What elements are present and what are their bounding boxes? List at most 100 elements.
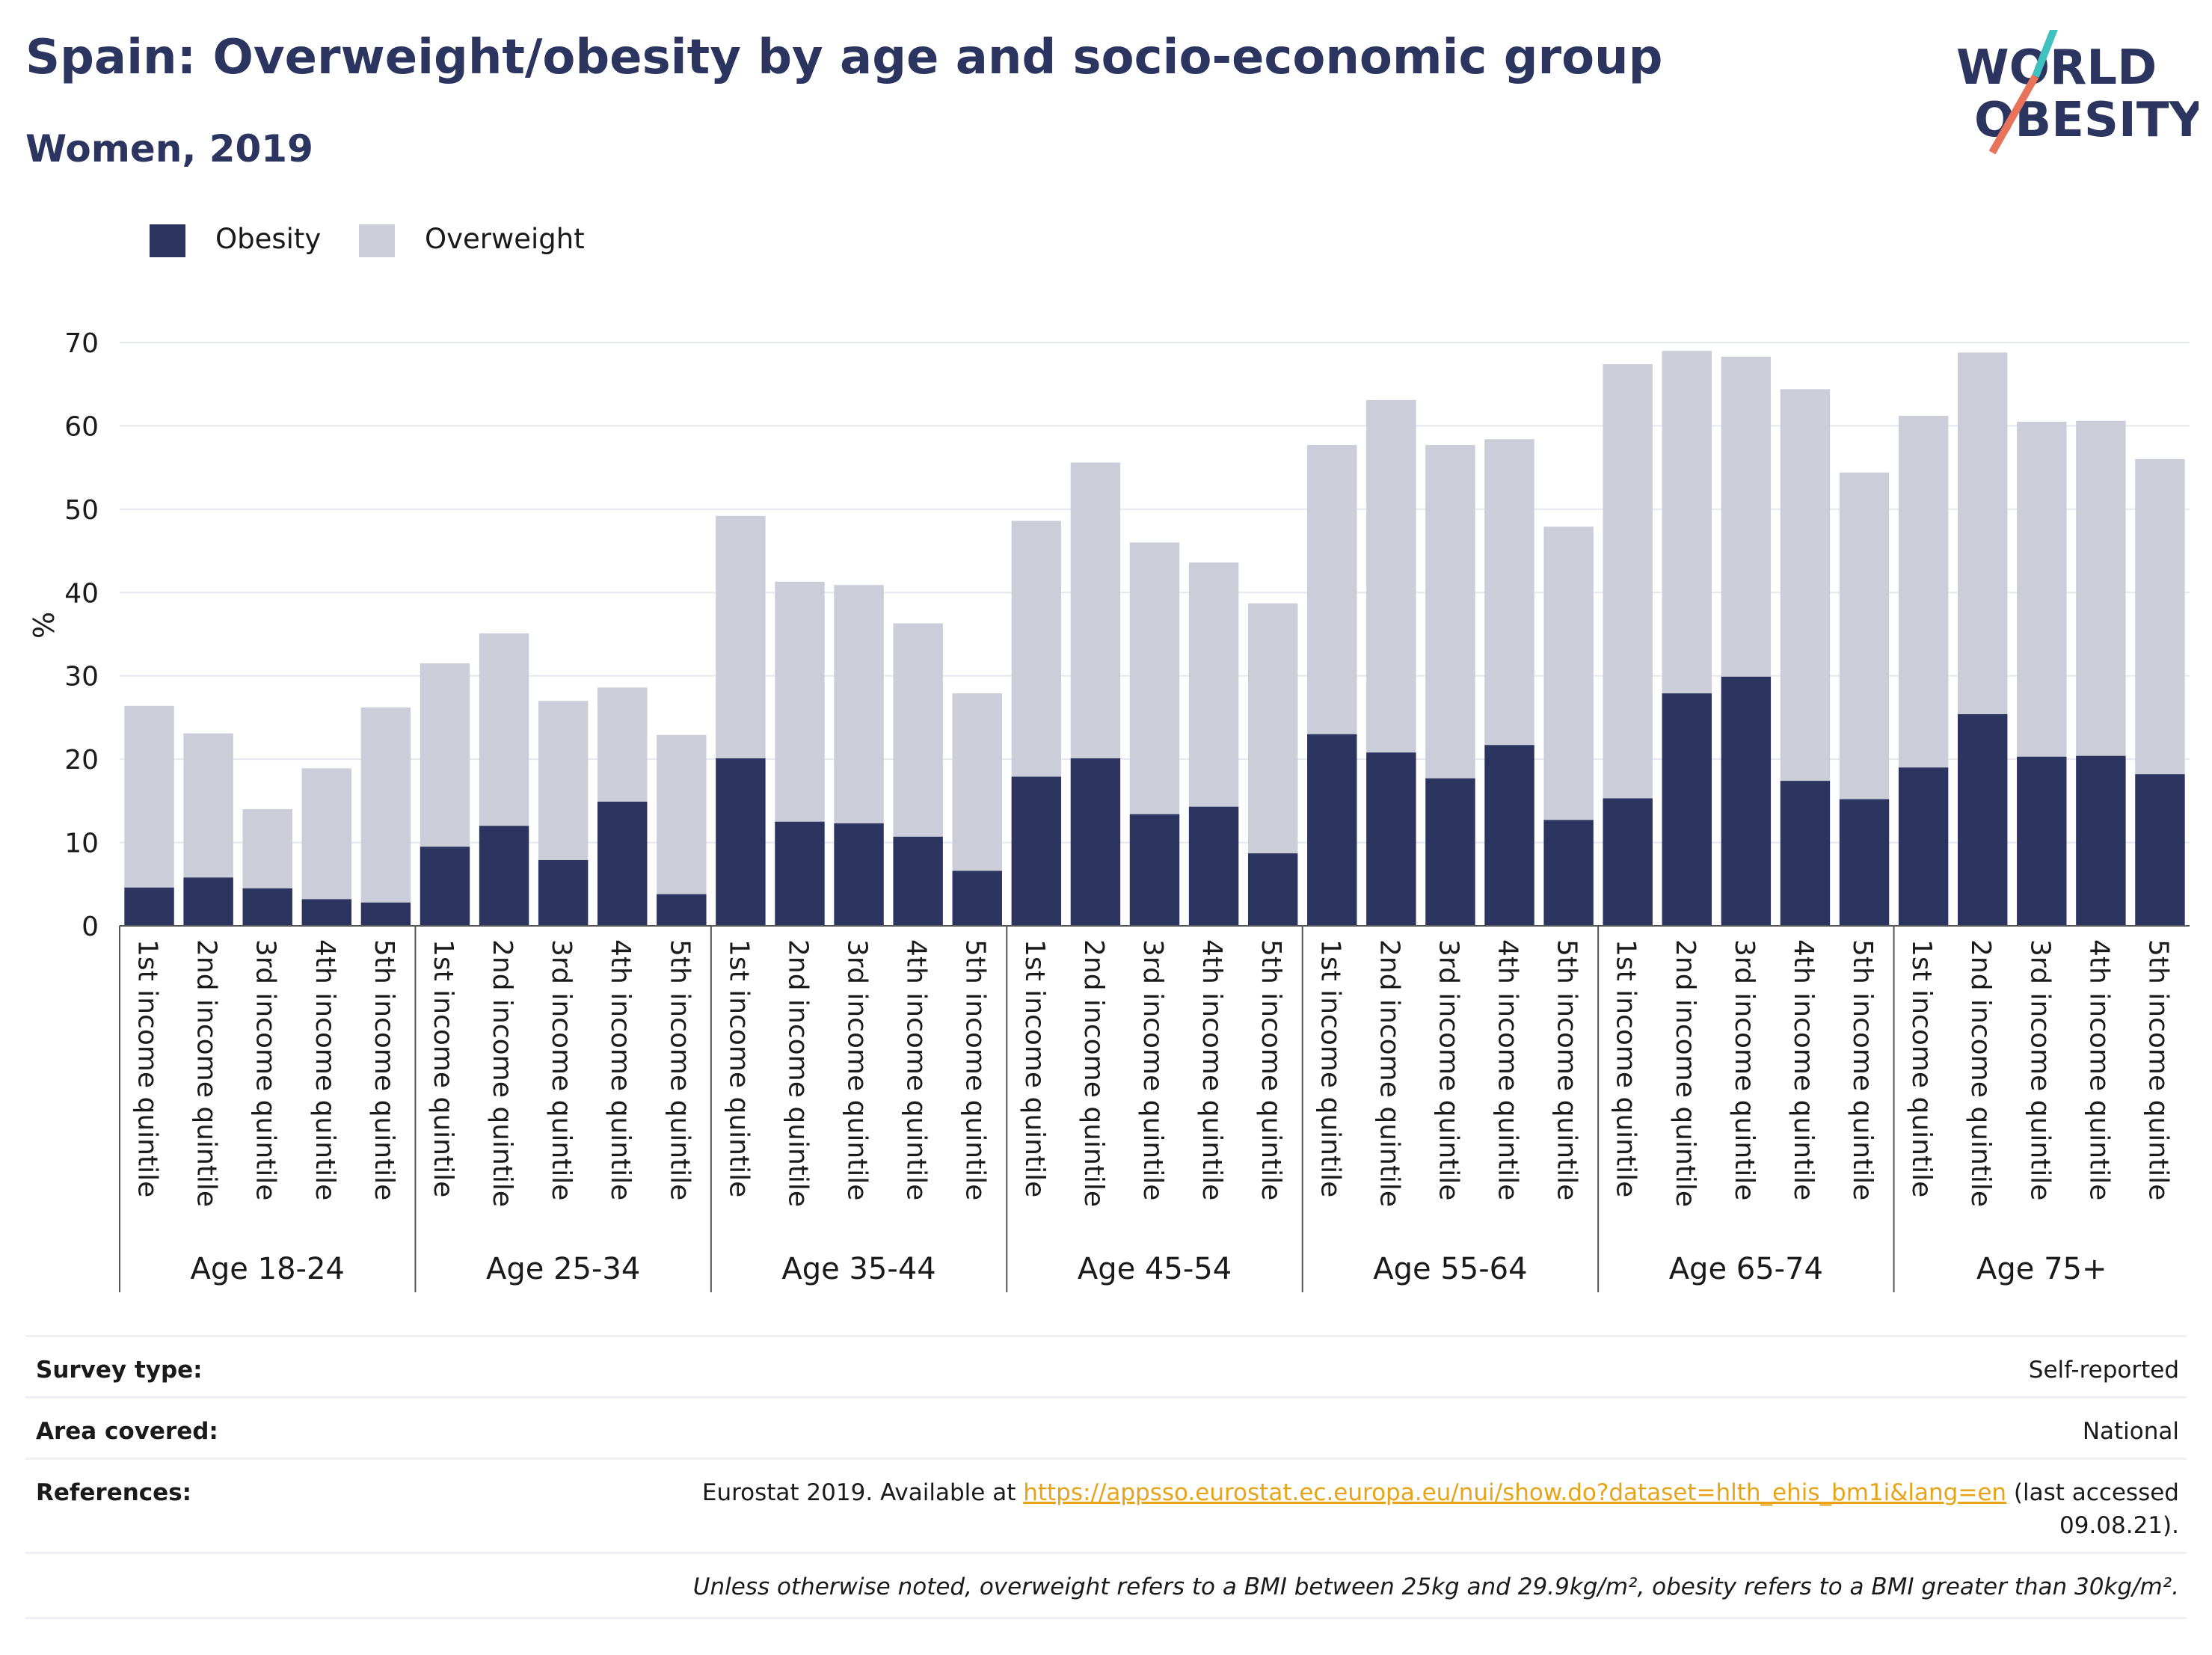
y-tick-label: 10 (64, 829, 99, 859)
logo-coral-stroke (1988, 74, 2039, 155)
bar-overweight (1662, 351, 1712, 694)
y-axis-label: % (28, 612, 61, 639)
references-line2: 09.08.21). (2059, 1512, 2179, 1539)
bar-overweight (420, 663, 470, 847)
bar-obesity (1129, 814, 1180, 926)
bmi-definition-note: Unless otherwise noted, overweight refer… (692, 1573, 2179, 1600)
bar-obesity (775, 821, 825, 926)
x-tick-label: 1st income quintile (428, 939, 458, 1197)
x-tick-label: 1st income quintile (1019, 939, 1050, 1197)
bar-overweight (2135, 459, 2185, 775)
area-covered-value: National (2082, 1418, 2179, 1445)
x-tick-label: 4th income quintile (1493, 939, 1523, 1200)
y-tick-label: 70 (64, 328, 99, 359)
bar-overweight (657, 734, 707, 894)
stacked-bar-chart: 0 10 20 30 40 50 60 70% 1st income quintile 2nd i… (28, 328, 2190, 1292)
bar-obesity (893, 836, 943, 926)
x-tick-label: 4th income quintile (901, 939, 932, 1200)
x-tick-label: 1st income quintile (723, 939, 754, 1197)
x-tick-label: 5th income quintile (960, 939, 991, 1200)
bar-overweight (1839, 472, 1890, 799)
x-tick-label: 5th income quintile (664, 939, 695, 1200)
x-tick-label: 4th income quintile (310, 939, 340, 1200)
bar-overweight (1898, 416, 1949, 768)
x-tick-label: 3rd income quintile (546, 939, 577, 1200)
bar-overweight (1780, 389, 1831, 782)
bar-obesity (1484, 745, 1534, 926)
bar-overweight (124, 705, 174, 888)
references-suffix: (last accessed (2006, 1479, 2179, 1506)
x-tick-label: 4th income quintile (1196, 939, 1227, 1200)
bar-overweight (301, 768, 352, 900)
info-row-references: References: Eurostat 2019. Available at … (25, 1458, 2187, 1553)
y-tick-label: 0 (82, 912, 99, 942)
bar-obesity (1839, 799, 1890, 926)
bar-obesity (1721, 676, 1772, 926)
bar-overweight (1957, 352, 2008, 714)
bar-obesity (1188, 806, 1239, 926)
x-tick-label: 2nd income quintile (1670, 939, 1701, 1207)
x-tick-label: 2nd income quintile (191, 939, 222, 1207)
bar-obesity (1011, 776, 1062, 926)
x-tick-label: 3rd income quintile (251, 939, 281, 1200)
group-label: Age 35-44 (781, 1252, 936, 1286)
legend-swatch-obesity (150, 224, 185, 257)
x-tick-label: 2nd income quintile (1078, 939, 1109, 1207)
y-tick-label: 50 (64, 495, 99, 526)
info-row-survey-type: Survey type: Self-reported (25, 1335, 2187, 1397)
bar-overweight (360, 707, 411, 903)
x-tick-label: 3rd income quintile (1729, 939, 1760, 1200)
bar-overweight (1543, 526, 1594, 820)
bar-obesity (597, 801, 648, 926)
y-tick-label: 20 (64, 745, 99, 776)
bar-obesity (1247, 853, 1298, 926)
x-tick-label: 1st income quintile (1611, 939, 1641, 1197)
bar-obesity (952, 871, 1002, 926)
x-tick-label: 2nd income quintile (1374, 939, 1404, 1207)
x-tick-label: 3rd income quintile (2024, 939, 2055, 1200)
x-tick-label: 2nd income quintile (1965, 939, 1996, 1207)
legend-label-overweight: Overweight (425, 223, 585, 255)
x-tick-label: 3rd income quintile (842, 939, 873, 1200)
x-tick-label: 4th income quintile (605, 939, 636, 1200)
x-tick-label: 5th income quintile (369, 939, 399, 1200)
legend-label-obesity: Obesity (215, 223, 322, 255)
bar-obesity (183, 877, 233, 926)
area-covered-label: Area covered: (36, 1418, 218, 1445)
bar-obesity (242, 888, 292, 926)
bar-overweight (1070, 462, 1121, 759)
x-tick-label: 2nd income quintile (782, 939, 813, 1207)
bar-overweight (1366, 399, 1416, 753)
chart-title: Spain: Overweight/obesity by age and soc… (25, 30, 1663, 85)
bar-overweight (834, 585, 884, 823)
x-tick-label: 5th income quintile (2142, 939, 2173, 1200)
bar-overweight (1425, 445, 1475, 779)
x-tick-label: 1st income quintile (1315, 939, 1345, 1197)
x-tick-label: 3rd income quintile (1433, 939, 1463, 1200)
info-row-area-covered: Area covered: National (25, 1396, 2187, 1458)
bar-overweight (1484, 439, 1534, 746)
bar-obesity (360, 902, 411, 926)
group-label: Age 75+ (1976, 1252, 2107, 1286)
bar-obesity (420, 847, 470, 926)
bar-overweight (1721, 356, 1772, 677)
bar-overweight (1307, 445, 1357, 734)
survey-type-label: Survey type: (36, 1357, 203, 1384)
x-tick-label: 4th income quintile (2083, 939, 2114, 1200)
group-label: Age 55-64 (1373, 1252, 1527, 1286)
bar-obesity (1366, 752, 1416, 926)
bar-obesity (2017, 756, 2067, 926)
references-link[interactable]: https://appsso.eurostat.ec.europa.eu/nui… (1023, 1479, 2007, 1506)
bar-overweight (242, 809, 292, 888)
x-tick-label: 3rd income quintile (1137, 939, 1168, 1200)
bar-obesity (1070, 758, 1121, 926)
bar-obesity (124, 887, 174, 926)
bar-overweight (2076, 420, 2126, 756)
bar-obesity (1543, 820, 1594, 926)
x-tick-label: 4th income quintile (1788, 939, 1819, 1200)
bar-obesity (2135, 774, 2185, 926)
x-tick-label: 2nd income quintile (487, 939, 517, 1207)
world-obesity-logo: WORLD OBESITY (1956, 30, 2199, 155)
bar-obesity (479, 826, 529, 926)
bar-overweight (1247, 603, 1298, 854)
